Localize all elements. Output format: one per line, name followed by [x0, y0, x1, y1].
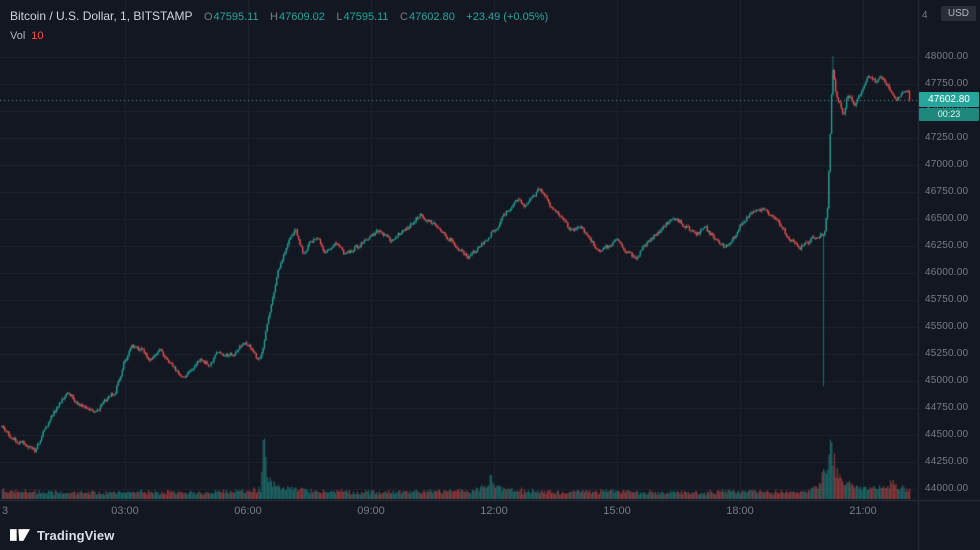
time-tick: 18:00 — [726, 505, 754, 517]
volume-legend-row: Vol 10 — [10, 27, 548, 44]
price-tick: 46250.00 — [925, 240, 969, 251]
price-tick: 47000.00 — [925, 159, 969, 170]
price-tick: 44750.00 — [925, 402, 969, 413]
tradingview-logo-text: TradingView — [37, 527, 115, 543]
price-tick: 45250.00 — [925, 348, 969, 359]
low-label: L — [336, 11, 343, 23]
price-tick: 46750.00 — [925, 186, 969, 197]
price-tick: 48000.00 — [925, 51, 969, 62]
price-tick: 47750.00 — [925, 78, 969, 89]
price-tick: 45500.00 — [925, 321, 969, 332]
price-tick: 47250.00 — [925, 132, 969, 143]
time-tick: 06:00 — [234, 505, 262, 517]
volume-indicator-label[interactable]: Vol — [10, 30, 26, 42]
ohlc-legend-row: Bitcoin / U.S. Dollar, 1, BITSTAMP O4759… — [10, 8, 548, 25]
high-label: H — [270, 11, 278, 23]
price-tick: 46000.00 — [925, 267, 969, 278]
price-tick: 45750.00 — [925, 294, 969, 305]
date-tick: 3 — [2, 505, 9, 517]
price-tick: 46500.00 — [925, 213, 969, 224]
tradingview-logo[interactable]: TradingView — [10, 527, 114, 543]
time-scale[interactable]: 3 03:00 06:00 09:00 12:00 15:00 18:00 21:00 — [0, 500, 918, 524]
tradingview-logo-icon — [10, 529, 30, 541]
time-tick: 12:00 — [480, 505, 508, 517]
close-value: 47602.80 — [408, 11, 455, 23]
low-value: 47595.11 — [343, 11, 389, 23]
time-tick: 03:00 — [111, 505, 139, 517]
last-price-value: 47602.80 — [919, 91, 979, 107]
change-value: +23.49 (+0.05%) — [466, 11, 549, 23]
currency-unit-button[interactable]: USD — [940, 6, 976, 21]
symbol-legend: Bitcoin / U.S. Dollar, 1, BITSTAMP O4759… — [10, 8, 548, 44]
open-value: 47595.11 — [213, 11, 259, 23]
open-label: O — [203, 11, 213, 23]
price-tick: 44000.00 — [925, 483, 969, 494]
time-tick: 21:00 — [849, 505, 877, 517]
price-tick: 45000.00 — [925, 375, 969, 386]
bar-countdown: 00:23 — [919, 107, 979, 121]
time-tick: 09:00 — [357, 505, 385, 517]
time-tick: 15:00 — [603, 505, 631, 517]
price-scale-partial-tick: 4 — [922, 10, 928, 21]
high-value: 47609.02 — [279, 11, 325, 23]
last-price-label: 47602.80 00:23 — [919, 91, 979, 121]
price-tick: 44500.00 — [925, 429, 969, 440]
volume-indicator-value: 10 — [31, 30, 44, 42]
price-scale[interactable]: 4 USD 47602.80 00:23 48000.0047750.00475… — [918, 0, 980, 500]
price-tick: 44250.00 — [925, 456, 969, 467]
symbol-title[interactable]: Bitcoin / U.S. Dollar, 1, BITSTAMP — [10, 9, 193, 23]
close-label: C — [400, 11, 408, 23]
